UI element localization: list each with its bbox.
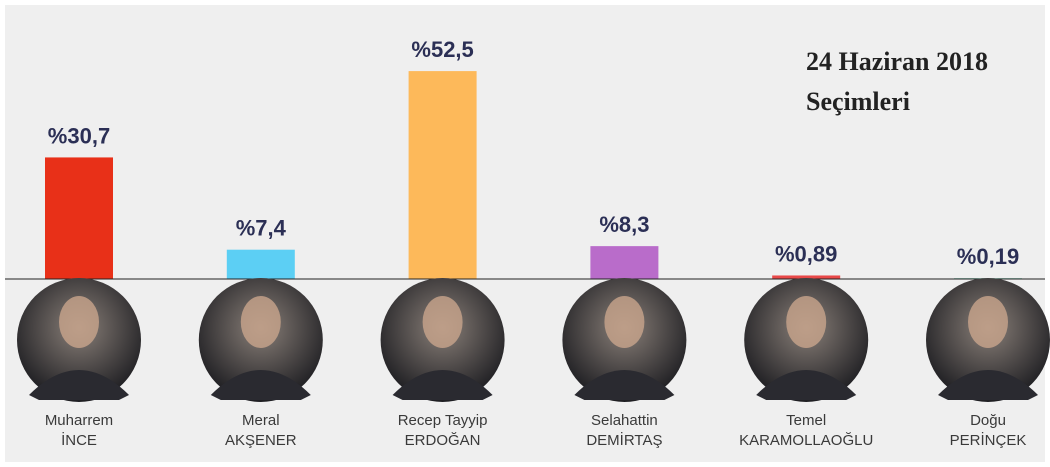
- bar: [45, 157, 113, 279]
- category-label: Temel KARAMOLLAOĞLU: [721, 411, 891, 451]
- category-label: Recep Tayyip ERDOĞAN: [358, 411, 528, 451]
- value-label: %8,3: [599, 212, 649, 237]
- category-label: Selahattin DEMİRTAŞ: [539, 411, 709, 451]
- photo-face: [968, 296, 1008, 348]
- page: %30,7 %7,4 %52,5 %8,3 %0,89 %0,19 24 Haziran …: [0, 0, 1050, 467]
- category-label: Doğu PERİNÇEK: [903, 411, 1050, 451]
- value-label: %0,19: [957, 244, 1019, 269]
- bar: [227, 250, 295, 279]
- bar: [590, 246, 658, 279]
- chart-title: 24 Haziran 2018 Seçimleri: [806, 42, 1026, 122]
- photo-face: [786, 296, 826, 348]
- category-label: Meral AKŞENER: [176, 411, 346, 451]
- value-label: %30,7: [48, 123, 110, 148]
- photo-face: [423, 296, 463, 348]
- photo-face: [241, 296, 281, 348]
- value-label: %7,4: [236, 216, 287, 241]
- photo-face: [59, 296, 99, 348]
- value-label: %52,5: [411, 37, 473, 62]
- photo-face: [604, 296, 644, 348]
- value-label: %0,89: [775, 241, 837, 266]
- category-label: Muharrem İNCE: [0, 411, 164, 451]
- bar: [409, 71, 477, 279]
